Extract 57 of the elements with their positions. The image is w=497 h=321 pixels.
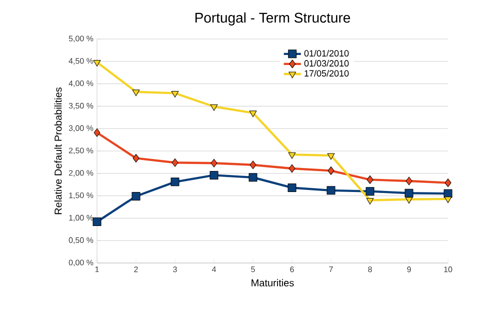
y-axis-title: Relative Default Probabilities — [54, 87, 62, 214]
point — [288, 152, 296, 159]
y-tick-label: 3,00 % — [68, 125, 94, 132]
point — [93, 60, 101, 67]
x-tick-label: 7 — [329, 266, 333, 272]
x-tick-label: 2 — [134, 266, 138, 272]
point — [210, 158, 218, 168]
point — [327, 153, 335, 160]
point — [366, 198, 374, 205]
point — [210, 104, 218, 111]
x-tick-label: 6 — [290, 266, 294, 272]
y-tick-label: 4,50 % — [68, 58, 94, 65]
point — [249, 110, 257, 118]
legend-label: 01/01/2010 — [304, 50, 349, 57]
x-tick-label: 1 — [95, 266, 99, 272]
y-tick-label: 1,50 % — [69, 192, 94, 200]
legend-label: 01/03/2010 — [304, 60, 349, 67]
point — [94, 128, 100, 137]
x-tick-label: 8 — [368, 266, 372, 272]
point — [328, 166, 334, 175]
point — [210, 170, 218, 180]
point — [406, 176, 412, 186]
x-axis-title: Maturities — [252, 279, 294, 286]
point — [288, 183, 296, 192]
chart-title: Portugal - Term Structure — [195, 12, 350, 26]
y-tick-label: 0,50 % — [68, 237, 94, 244]
y-tick-label: 1,00 % — [69, 214, 94, 222]
y-tick-label: 0,00 % — [68, 260, 94, 266]
x-tick-label: 4 — [212, 266, 216, 272]
point — [326, 186, 336, 195]
point — [288, 164, 296, 173]
point — [366, 175, 374, 184]
point — [132, 192, 140, 200]
point — [404, 188, 414, 198]
point — [366, 187, 374, 196]
x-tick-label: 9 — [407, 266, 411, 272]
point — [132, 154, 140, 162]
point — [92, 218, 102, 226]
y-tick-label: 4,00 % — [68, 80, 94, 88]
point — [170, 178, 180, 186]
point — [250, 160, 256, 170]
point — [172, 158, 178, 167]
legend-label: 17/05/2010 — [304, 70, 349, 77]
x-tick-label: 3 — [173, 266, 177, 272]
y-tick-label: 5,00 % — [68, 36, 94, 42]
x-tick-label: 5 — [251, 266, 255, 272]
y-tick-label: 2,50 % — [68, 148, 94, 154]
point — [171, 90, 179, 98]
y-tick-label: 3,50 % — [68, 102, 94, 110]
point — [132, 90, 140, 96]
point — [444, 196, 452, 204]
x-tick-label: 10 — [444, 266, 452, 272]
point — [444, 178, 452, 188]
point — [444, 189, 452, 198]
point — [405, 197, 413, 204]
y-tick-label: 2,00 % — [68, 170, 94, 177]
point — [248, 173, 258, 182]
